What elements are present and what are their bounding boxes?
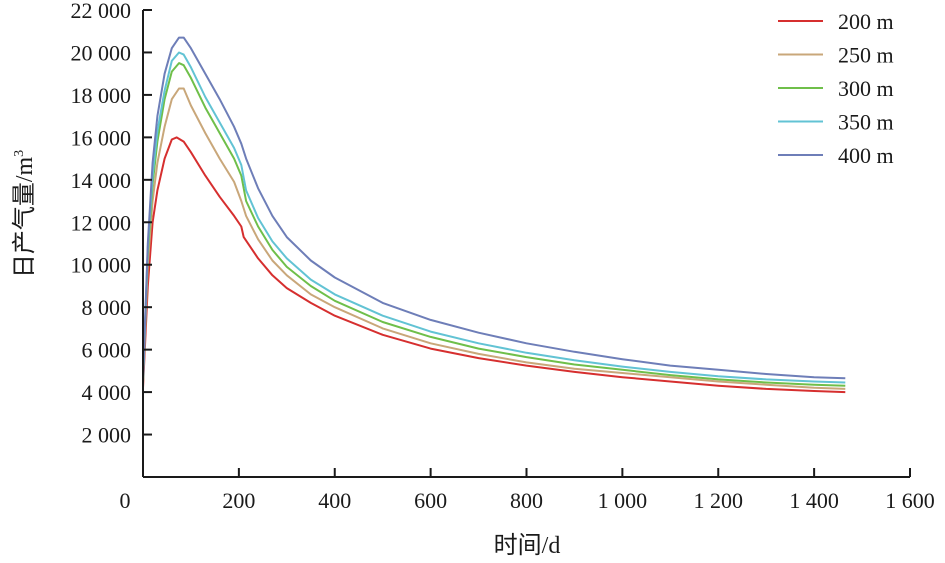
legend-label: 300 m xyxy=(838,76,894,101)
y-tick-label: 16 000 xyxy=(71,125,132,150)
legend-label: 350 m xyxy=(838,110,894,135)
x-axis: 0 200 400 600 800 1 000 1 200 1 400 1 600 xyxy=(120,468,935,513)
series-line-5 xyxy=(142,36,846,380)
x-tick-label: 1 400 xyxy=(789,488,839,513)
x-axis-title: 时间/d xyxy=(494,532,561,559)
y-tick-label: 6 000 xyxy=(82,338,132,363)
series-line-4 xyxy=(142,51,846,384)
series-line-1 xyxy=(142,136,846,394)
legend-label: 250 m xyxy=(838,43,894,68)
series-line-2 xyxy=(142,87,846,390)
y-axis-title-text: 日产气量/m xyxy=(11,157,38,279)
y-axis-title: 日产气量/m3 xyxy=(11,150,38,278)
x-tick-label: 1 000 xyxy=(598,488,648,513)
y-tick-label: 18 000 xyxy=(71,83,132,108)
x-tick-label: 400 xyxy=(318,488,351,513)
x-tick-label: 800 xyxy=(510,488,543,513)
legend-item: 250 m xyxy=(778,43,894,68)
legend-item: 350 m xyxy=(778,110,894,135)
legend: 200 m 250 m 300 m 350 m 400 m xyxy=(778,9,894,168)
y-tick-label: 8 000 xyxy=(82,295,132,320)
legend-label: 200 m xyxy=(838,9,894,34)
y-tick-label: 2 000 xyxy=(82,423,132,448)
x-tick-label: 1 600 xyxy=(885,488,935,513)
y-tick-label: 10 000 xyxy=(71,253,132,278)
x-tick-label: 600 xyxy=(414,488,447,513)
plot-area xyxy=(142,36,846,394)
y-tick-label: 14 000 xyxy=(71,168,132,193)
y-axis: 2 000 4 000 6 000 8 000 10 000 12 000 14 000 16… xyxy=(71,0,152,477)
series-line-3 xyxy=(142,62,846,387)
y-tick-label: 4 000 xyxy=(82,380,132,405)
x-tick-label: 1 200 xyxy=(694,488,744,513)
x-tick-label: 0 xyxy=(120,488,131,513)
y-tick-label: 20 000 xyxy=(71,40,132,65)
legend-item: 400 m xyxy=(778,143,894,168)
y-tick-label: 12 000 xyxy=(71,210,132,235)
legend-label: 400 m xyxy=(838,143,894,168)
y-axis-title-superscript: 3 xyxy=(12,150,27,157)
y-tick-label: 22 000 xyxy=(71,0,132,23)
x-tick-label: 200 xyxy=(222,488,255,513)
legend-item: 200 m xyxy=(778,9,894,34)
legend-item: 300 m xyxy=(778,76,894,101)
